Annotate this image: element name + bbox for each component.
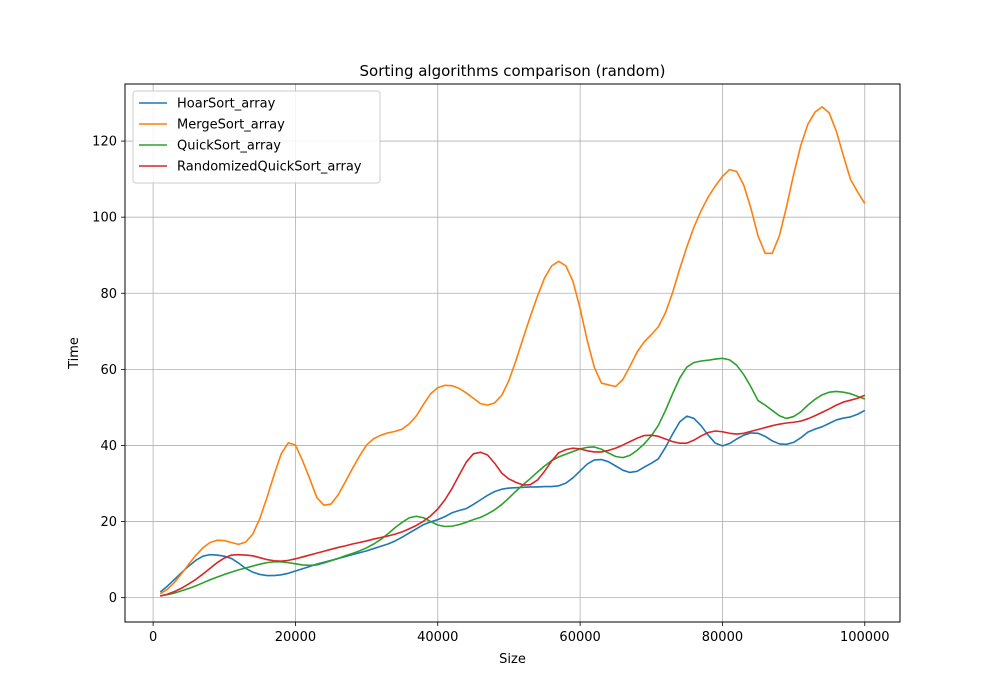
y-tick-label: 20: [100, 515, 117, 530]
series-line-HoarSort_array: [159, 409, 866, 593]
y-tick-label: 100: [92, 211, 117, 226]
y-tick-label: 40: [100, 439, 117, 454]
grid-lines: [125, 84, 900, 622]
x-tick-label: 20000: [275, 630, 316, 645]
series-line-RandomizedQuickSort_array: [160, 394, 866, 597]
x-tick-label: 40000: [417, 630, 458, 645]
series-line-QuickSort_array: [160, 357, 866, 597]
chart-title: Sorting algorithms comparison (random): [360, 62, 666, 80]
legend-label: HoarSort_array: [177, 97, 276, 112]
legend: HoarSort_array MergeSort_array QuickSort_a…: [132, 90, 381, 184]
series-line-MergeSort_array: [159, 106, 866, 595]
y-tick-label: 120: [92, 135, 117, 150]
y-tick-label: 80: [100, 287, 117, 302]
y-axis-label: Time: [67, 337, 82, 370]
legend-label: RandomizedQuickSort_array: [177, 160, 362, 175]
series-lines: [159, 106, 866, 597]
x-axis-label: Size: [499, 652, 526, 667]
plot-frame: [124, 83, 901, 623]
y-tick-label: 60: [100, 363, 117, 378]
legend-label: MergeSort_array: [177, 118, 285, 133]
x-tick-label: 60000: [559, 630, 600, 645]
x-tick-label: 80000: [702, 630, 743, 645]
y-tick-label: 0: [109, 591, 117, 606]
x-tick-label: 0: [149, 630, 157, 645]
legend-label: QuickSort_array: [177, 139, 281, 154]
legend-box: [132, 90, 381, 184]
axis-ticks: 0 20000 40000 60000 80000 100000 0 20 40 60 80 100 1…: [92, 135, 889, 645]
x-tick-label: 100000: [840, 630, 890, 645]
